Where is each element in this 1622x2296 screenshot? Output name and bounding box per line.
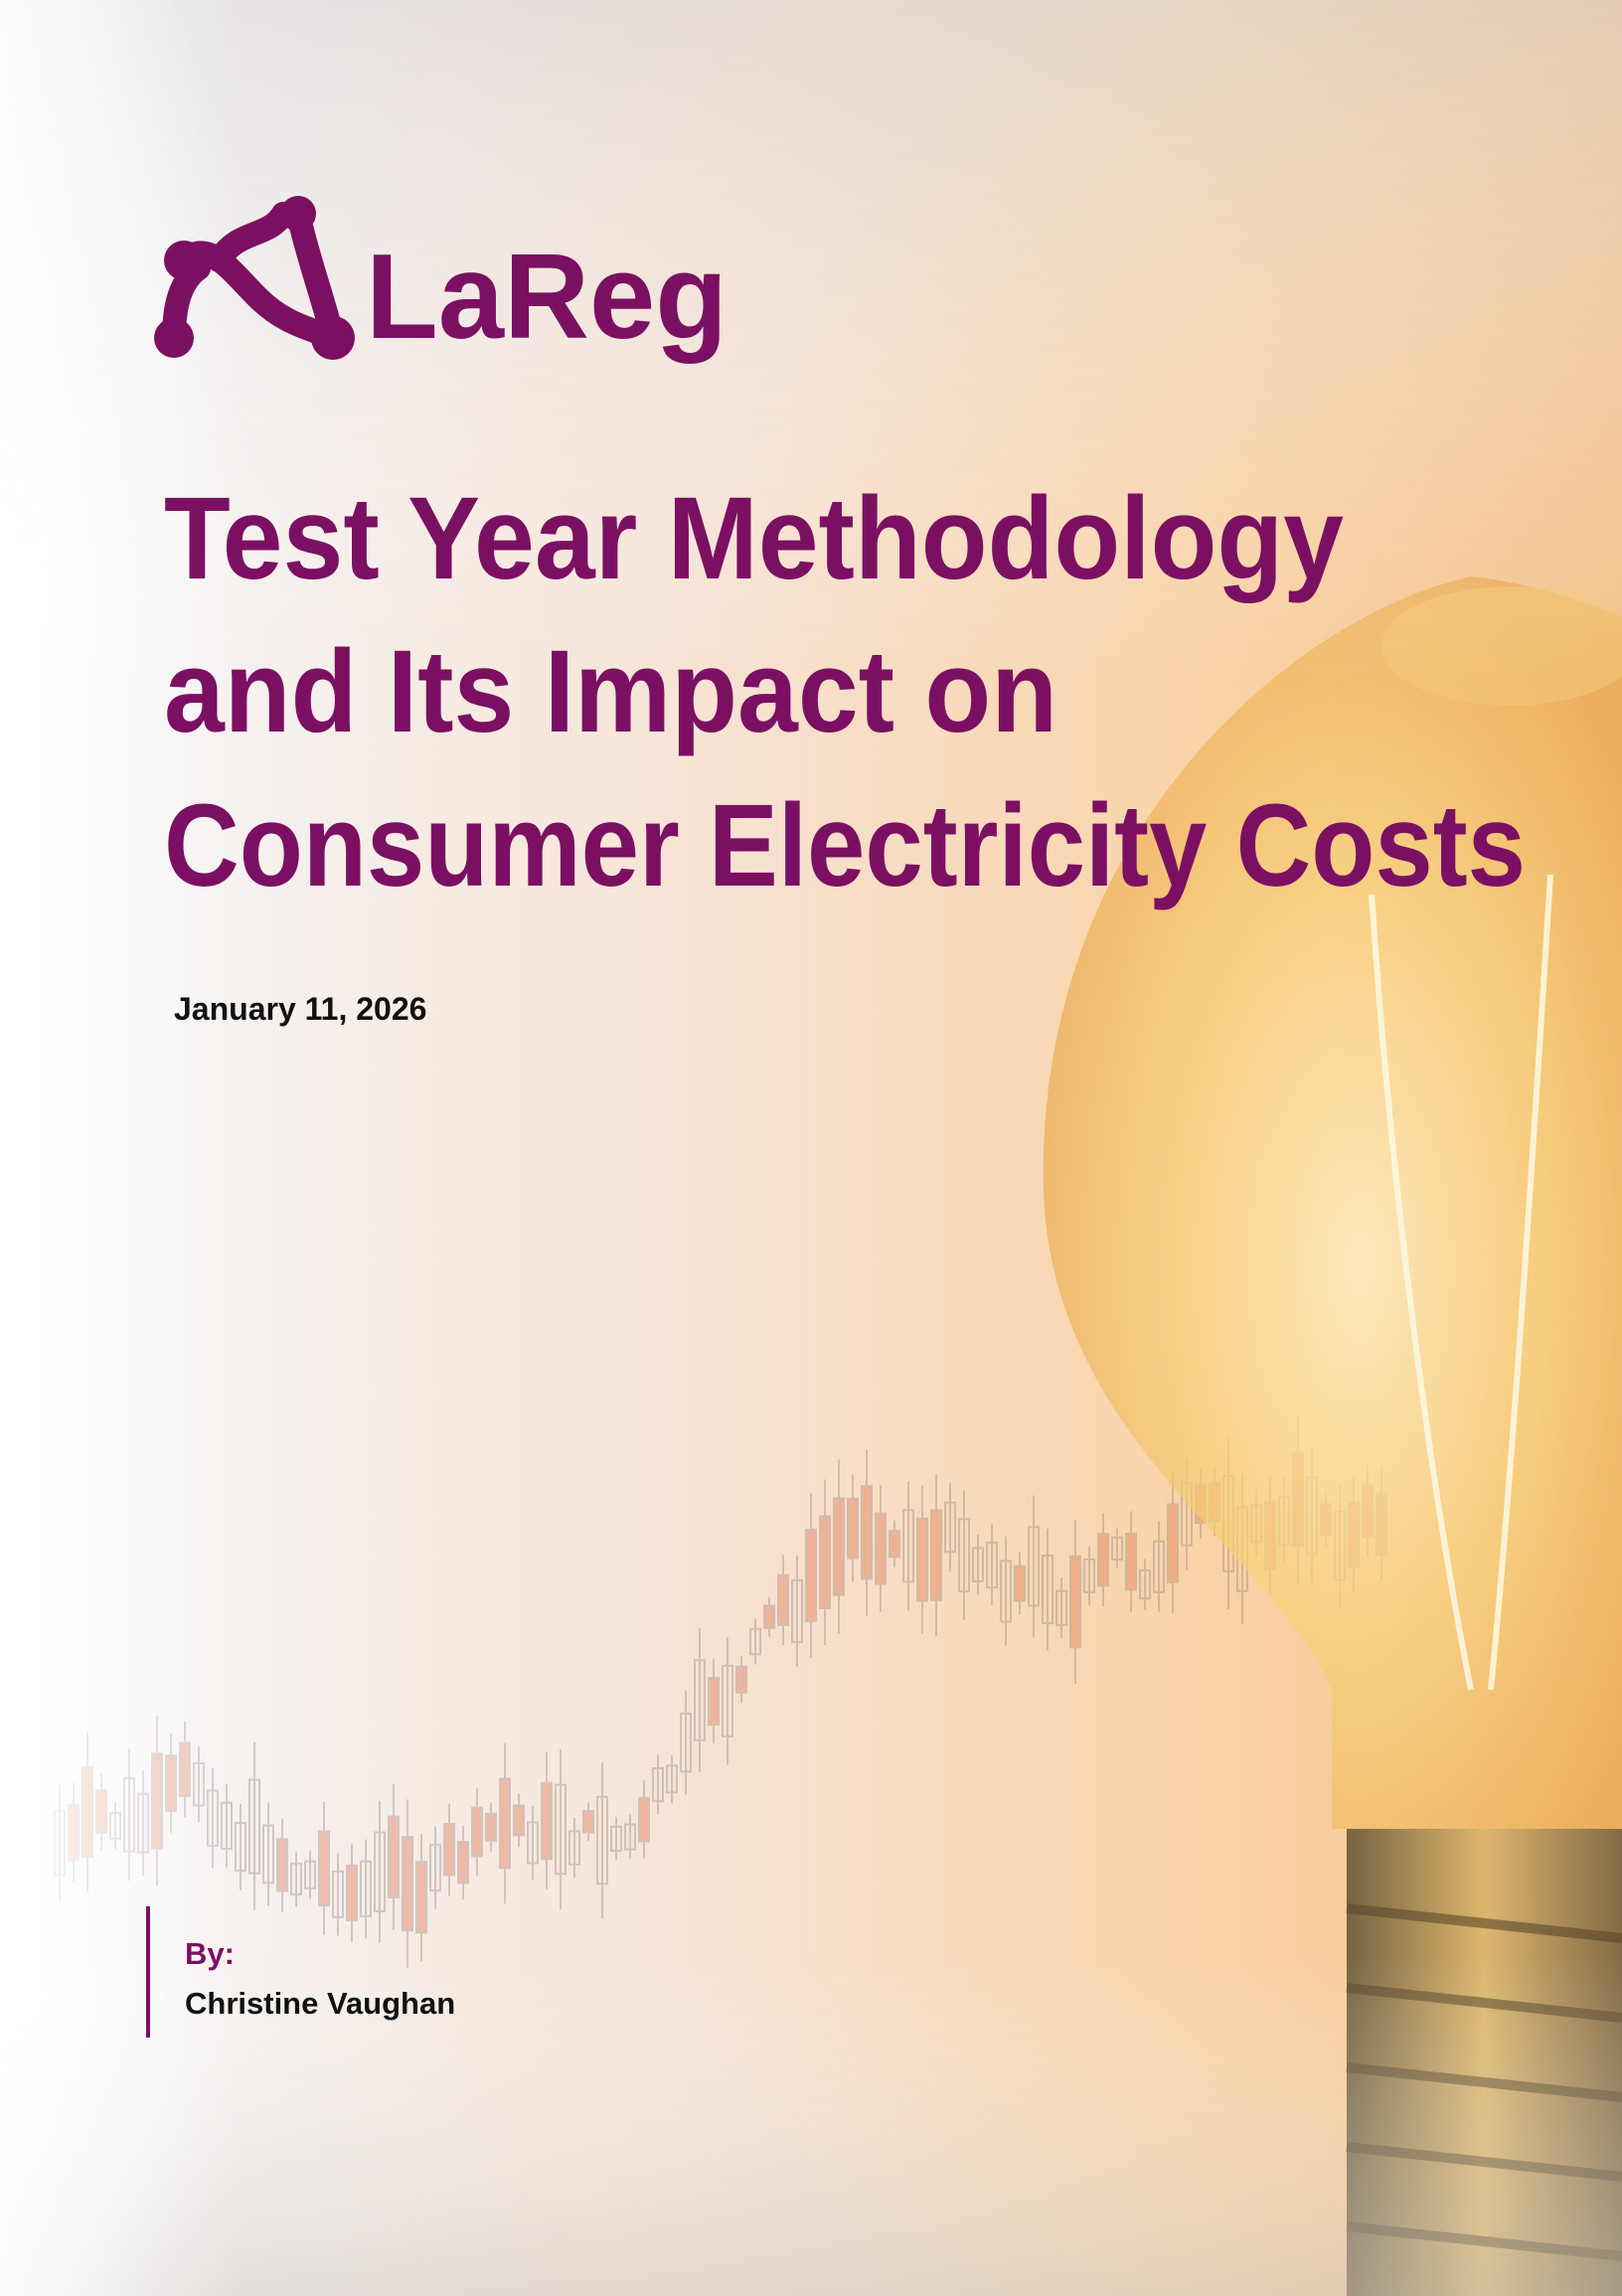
byline-bar — [146, 1906, 150, 2038]
logo-icon — [154, 196, 355, 360]
title-line: Consumer Electricity Costs — [164, 780, 1526, 911]
byline-label: By: — [185, 1936, 235, 1971]
title-line: Test Year Methodology — [164, 473, 1344, 604]
logo-name: LaReg — [366, 229, 728, 364]
date: January 11, 2026 — [174, 991, 426, 1027]
byline-author: Christine Vaughan — [185, 1986, 455, 2021]
title-line: and Its Impact on — [164, 626, 1057, 757]
